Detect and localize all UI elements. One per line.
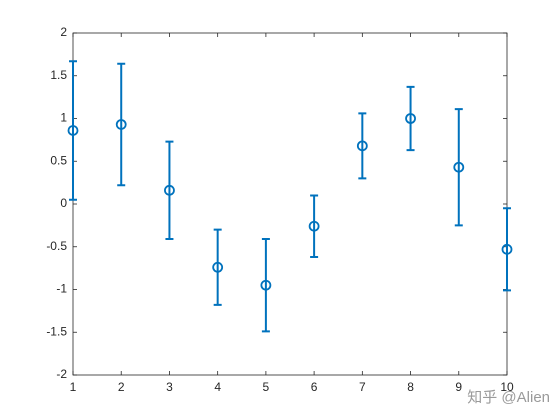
error-bar [165, 140, 174, 241]
x-tick-label: 10 [500, 380, 514, 394]
y-tick-label: 0 [60, 196, 67, 210]
marker [115, 119, 127, 130]
y-tick-label: 2 [60, 25, 67, 39]
x-tick-label: 1 [70, 380, 77, 394]
error-bar [69, 60, 77, 201]
error-bar [213, 228, 222, 306]
x-tick-label: 7 [359, 380, 366, 394]
watermark: 知乎 @Alien [467, 389, 550, 406]
x-tick-label: 5 [263, 380, 270, 394]
error-bar [503, 207, 511, 292]
marker [405, 113, 416, 124]
y-tick-label: -1.5 [46, 324, 67, 338]
error-bar [310, 194, 319, 259]
marker [308, 220, 320, 232]
marker [212, 261, 224, 273]
x-tick-label: 9 [455, 380, 462, 394]
x-tick-label: 2 [118, 380, 125, 394]
axes-box [72, 32, 508, 376]
marker [501, 243, 513, 255]
y-tick-label: -2 [56, 367, 67, 381]
marker [356, 140, 368, 152]
y-tick-label: -1 [56, 282, 67, 296]
marker [164, 184, 175, 196]
error-bar [406, 85, 415, 152]
error-bar [454, 108, 463, 227]
y-tick-label: 0.5 [50, 153, 67, 167]
error-bar [117, 62, 126, 187]
y-tick-label: -0.5 [46, 239, 67, 253]
marker [260, 279, 272, 291]
y-tick-label: 1.5 [50, 68, 67, 82]
x-tick-label: 4 [214, 380, 221, 394]
x-tick-label: 8 [407, 380, 414, 394]
marker [67, 125, 79, 136]
y-tick-label: 1 [60, 111, 67, 125]
x-tick-label: 6 [311, 380, 318, 394]
error-bar [358, 112, 367, 180]
error-bar [261, 238, 270, 333]
x-tick-label: 3 [166, 380, 173, 394]
marker [453, 161, 465, 173]
